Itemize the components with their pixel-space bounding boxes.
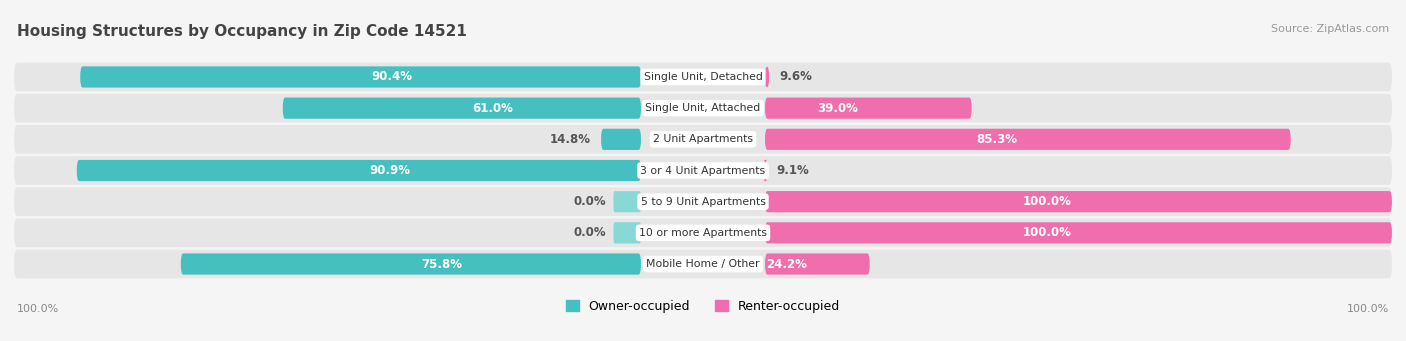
FancyBboxPatch shape — [613, 222, 641, 243]
FancyBboxPatch shape — [765, 191, 1392, 212]
FancyBboxPatch shape — [765, 222, 1392, 243]
Text: 100.0%: 100.0% — [17, 304, 59, 314]
FancyBboxPatch shape — [613, 191, 641, 212]
Text: 5 to 9 Unit Apartments: 5 to 9 Unit Apartments — [641, 197, 765, 207]
Text: 2 Unit Apartments: 2 Unit Apartments — [652, 134, 754, 144]
Text: 0.0%: 0.0% — [574, 195, 606, 208]
FancyBboxPatch shape — [763, 160, 768, 181]
Text: 100.0%: 100.0% — [1347, 304, 1389, 314]
FancyBboxPatch shape — [14, 187, 1392, 216]
Text: Single Unit, Detached: Single Unit, Detached — [644, 72, 762, 82]
Text: 100.0%: 100.0% — [1024, 226, 1071, 239]
Text: Housing Structures by Occupancy in Zip Code 14521: Housing Structures by Occupancy in Zip C… — [17, 24, 467, 39]
Text: 61.0%: 61.0% — [472, 102, 513, 115]
FancyBboxPatch shape — [80, 66, 641, 88]
Text: 0.0%: 0.0% — [574, 226, 606, 239]
FancyBboxPatch shape — [181, 253, 641, 275]
Text: 14.8%: 14.8% — [550, 133, 591, 146]
FancyBboxPatch shape — [77, 160, 641, 181]
Text: 10 or more Apartments: 10 or more Apartments — [638, 228, 768, 238]
FancyBboxPatch shape — [14, 94, 1392, 122]
Text: 85.3%: 85.3% — [976, 133, 1018, 146]
Text: 39.0%: 39.0% — [817, 102, 858, 115]
FancyBboxPatch shape — [14, 63, 1392, 91]
Text: 9.6%: 9.6% — [779, 71, 813, 84]
FancyBboxPatch shape — [14, 219, 1392, 247]
FancyBboxPatch shape — [765, 66, 769, 88]
Text: Source: ZipAtlas.com: Source: ZipAtlas.com — [1271, 24, 1389, 34]
Text: 24.2%: 24.2% — [766, 257, 807, 270]
Text: 3 or 4 Unit Apartments: 3 or 4 Unit Apartments — [641, 165, 765, 176]
FancyBboxPatch shape — [600, 129, 641, 150]
FancyBboxPatch shape — [14, 125, 1392, 154]
FancyBboxPatch shape — [283, 98, 641, 119]
FancyBboxPatch shape — [765, 129, 1291, 150]
FancyBboxPatch shape — [765, 253, 870, 275]
Text: 9.1%: 9.1% — [776, 164, 808, 177]
Legend: Owner-occupied, Renter-occupied: Owner-occupied, Renter-occupied — [567, 300, 839, 313]
Text: Single Unit, Attached: Single Unit, Attached — [645, 103, 761, 113]
FancyBboxPatch shape — [765, 98, 972, 119]
Text: Mobile Home / Other: Mobile Home / Other — [647, 259, 759, 269]
Text: 90.4%: 90.4% — [371, 71, 412, 84]
Text: 90.9%: 90.9% — [370, 164, 411, 177]
Text: 100.0%: 100.0% — [1024, 195, 1071, 208]
FancyBboxPatch shape — [14, 250, 1392, 278]
FancyBboxPatch shape — [14, 156, 1392, 185]
Text: 75.8%: 75.8% — [422, 257, 463, 270]
